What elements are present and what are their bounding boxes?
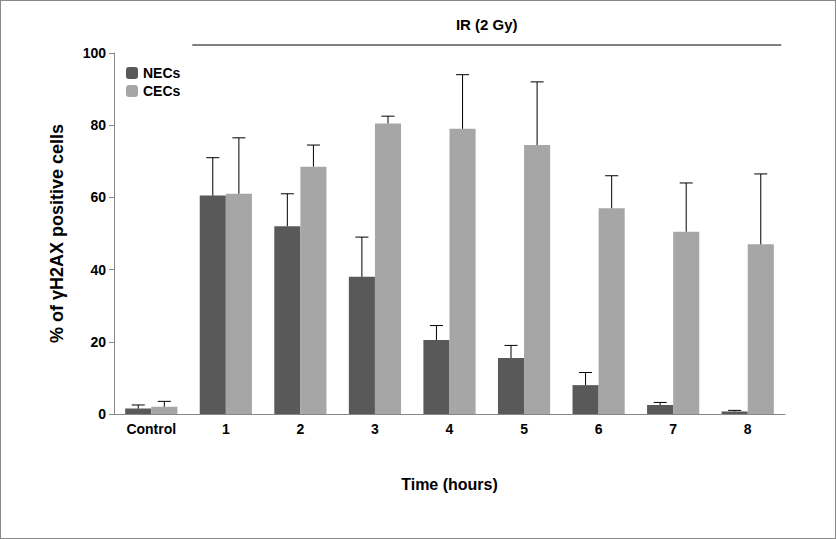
svg-text:4: 4 bbox=[446, 421, 454, 437]
svg-text:7: 7 bbox=[669, 421, 677, 437]
svg-text:% of γH2AX positive cells: % of γH2AX positive cells bbox=[47, 124, 67, 343]
svg-text:Time (hours): Time (hours) bbox=[401, 476, 498, 493]
svg-text:60: 60 bbox=[90, 189, 106, 205]
svg-text:NECs: NECs bbox=[143, 65, 181, 81]
svg-text:8: 8 bbox=[744, 421, 752, 437]
svg-text:6: 6 bbox=[595, 421, 603, 437]
svg-text:20: 20 bbox=[90, 334, 106, 350]
svg-text:80: 80 bbox=[90, 117, 106, 133]
svg-text:2: 2 bbox=[296, 421, 304, 437]
svg-text:40: 40 bbox=[90, 262, 106, 278]
svg-text:100: 100 bbox=[83, 45, 107, 61]
svg-text:0: 0 bbox=[98, 406, 106, 422]
svg-text:1: 1 bbox=[222, 421, 230, 437]
svg-text:IR (2 Gy): IR (2 Gy) bbox=[456, 16, 518, 33]
svg-text:Control: Control bbox=[126, 421, 176, 437]
svg-text:CECs: CECs bbox=[143, 83, 181, 99]
svg-text:3: 3 bbox=[371, 421, 379, 437]
svg-text:5: 5 bbox=[520, 421, 528, 437]
